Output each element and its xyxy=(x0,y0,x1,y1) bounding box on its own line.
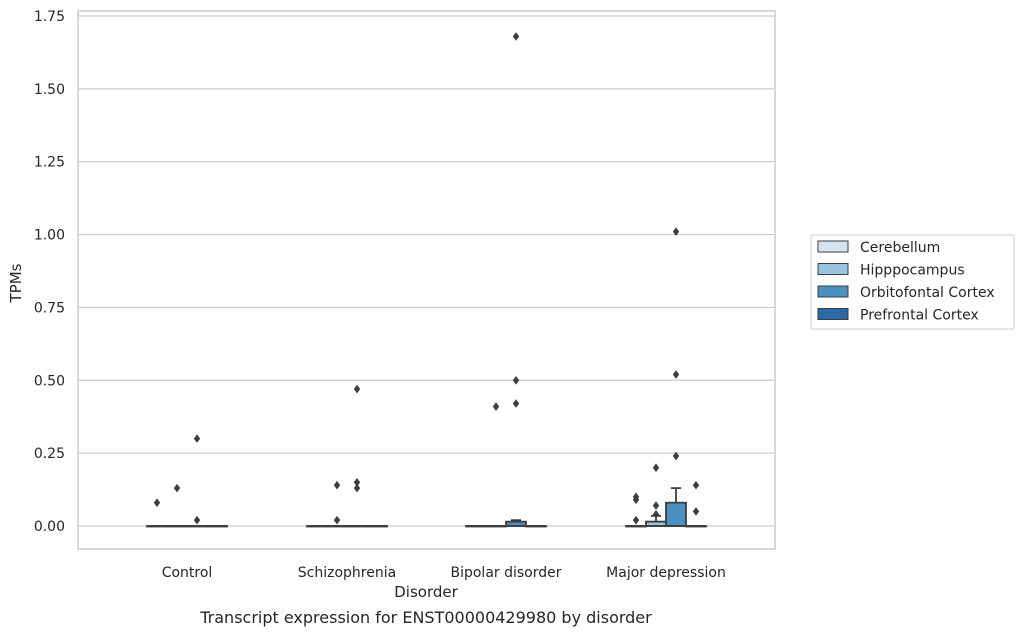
x-tick-label: Bipolar disorder xyxy=(450,565,561,581)
outlier-point xyxy=(672,370,680,379)
legend-label: Hipppocampus xyxy=(860,263,965,279)
outlier-point xyxy=(173,483,181,493)
x-tick-label: Schizophrenia xyxy=(298,565,396,581)
y-tick-label: 1.00 xyxy=(34,228,65,244)
outlier-point xyxy=(353,384,361,394)
outlier-point xyxy=(652,501,660,510)
legend-swatch xyxy=(817,263,849,275)
outliers xyxy=(153,32,700,525)
outlier-point xyxy=(193,434,201,443)
outlier-point xyxy=(692,507,700,516)
outlier-point xyxy=(692,480,700,490)
y-tick-label: 0.25 xyxy=(34,446,65,462)
y-tick-label: 0.00 xyxy=(34,519,65,535)
y-tick-label: 1.50 xyxy=(34,82,65,98)
outlier-point xyxy=(153,498,161,507)
outlier-point xyxy=(333,515,341,525)
legend-label: Orbitofontal Cortex xyxy=(860,285,995,301)
y-tick-label: 0.75 xyxy=(34,300,65,316)
outlier-point xyxy=(632,515,640,525)
outlier-point xyxy=(512,375,520,385)
outlier-point xyxy=(652,510,660,519)
legend-label: Cerebellum xyxy=(860,240,940,256)
y-tick-label: 1.75 xyxy=(34,9,65,25)
outlier-point xyxy=(652,463,660,473)
plot-frame xyxy=(77,10,776,550)
outlier-point xyxy=(512,32,520,41)
x-tick-label: Major depression xyxy=(606,565,726,581)
chart-caption: Transcript expression for ENST0000042998… xyxy=(199,608,652,627)
y-tick-label: 0.50 xyxy=(34,373,65,389)
outlier-point xyxy=(512,399,520,408)
x-tick-label: Control xyxy=(162,565,213,581)
box xyxy=(665,501,687,527)
gridlines xyxy=(78,15,775,527)
outlier-point xyxy=(632,495,640,505)
legend-swatch xyxy=(817,308,849,320)
outlier-point xyxy=(672,227,680,236)
outlier-point xyxy=(193,515,201,525)
legend-swatch xyxy=(817,240,849,253)
y-axis-label: TPMs xyxy=(7,263,25,303)
legend-frame xyxy=(810,234,1015,330)
legend-label: Prefrontal Cortex xyxy=(860,308,979,324)
outlier-point xyxy=(353,483,361,493)
outlier-point xyxy=(353,477,361,487)
outlier-point xyxy=(333,480,341,490)
outlier-point xyxy=(492,402,500,411)
legend: Cerebellum Hipppocampus Orbitofontal Corte… xyxy=(810,234,1015,330)
y-tick-label: 1.25 xyxy=(34,155,65,171)
outlier-point xyxy=(672,451,680,461)
boxes xyxy=(146,487,707,528)
legend-swatch xyxy=(817,285,849,298)
x-tick-labels: Control Schizophrenia Bipolar disorder Majo… xyxy=(162,565,726,581)
x-axis-label: Disorder xyxy=(394,583,458,601)
y-tick-labels: 0.00 0.25 0.50 0.75 1.00 1.25 1.50 1.75 xyxy=(34,9,65,535)
